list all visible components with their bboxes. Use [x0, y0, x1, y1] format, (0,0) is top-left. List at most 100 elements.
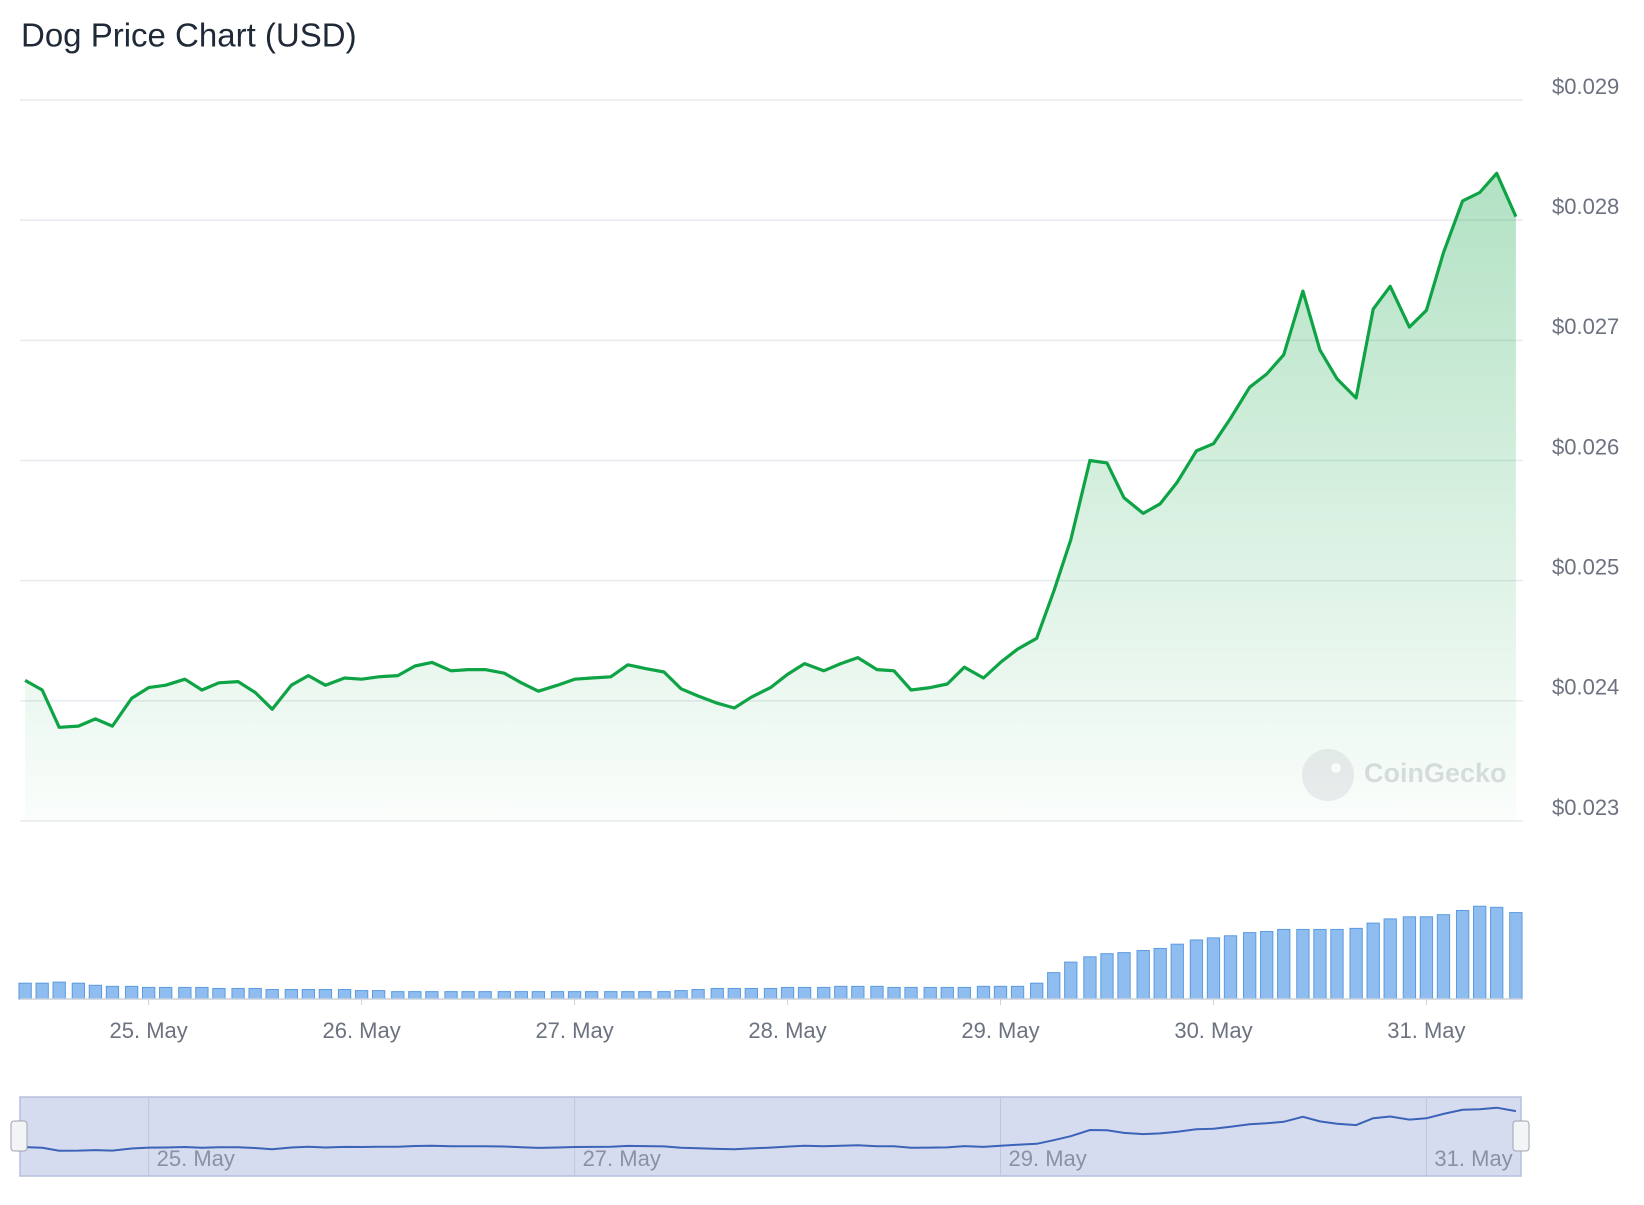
navigator-tick-label: 25. May: [157, 1146, 235, 1171]
volume-bar: [1030, 982, 1044, 1000]
y-tick-label: $0.029: [1552, 74, 1619, 99]
volume-bar: [425, 991, 439, 1000]
volume-bar: [1153, 947, 1167, 1000]
volume-bar: [141, 986, 156, 1000]
volume-bar: [1490, 906, 1504, 1000]
volume-bar: [1047, 972, 1061, 1000]
volume-bar: [976, 985, 991, 1000]
volume-bar: [710, 987, 724, 1000]
y-tick-label: $0.026: [1552, 434, 1619, 459]
volume-bar: [71, 982, 86, 1000]
volume-bar: [870, 985, 884, 1000]
navigator-tick-label: 27. May: [583, 1146, 661, 1171]
volume-bar: [391, 991, 405, 1000]
y-tick-label: $0.027: [1552, 314, 1619, 339]
volume-bar: [514, 991, 528, 1000]
volume-bar: [674, 990, 688, 1000]
volume-bar: [301, 989, 316, 1000]
volume-bar: [1277, 928, 1291, 1000]
navigator-handle-right[interactable]: [1512, 1120, 1530, 1152]
volume-bar: [337, 989, 352, 1000]
volume-bar: [159, 986, 173, 1000]
volume-bar: [763, 987, 778, 1000]
volume-bar: [497, 991, 511, 1000]
volume-bar: [1473, 905, 1487, 1000]
x-tick-label: 26. May: [322, 1018, 400, 1043]
volume-bar: [1243, 932, 1257, 1000]
x-tick-label: 29. May: [961, 1018, 1039, 1043]
volume-bar: [318, 989, 333, 1000]
volume-bar: [1330, 928, 1344, 1000]
volume-bar: [1455, 909, 1470, 1000]
volume-bar: [35, 982, 49, 1000]
volume-bar: [1436, 914, 1451, 1000]
volume-bar: [657, 991, 671, 1000]
volume-bar: [780, 986, 795, 1000]
volume-bar: [923, 986, 937, 1000]
volume-bar: [354, 990, 369, 1000]
navigator-handle-left[interactable]: [10, 1120, 28, 1152]
volume-bar: [371, 990, 386, 1000]
navigator-tick-label: 29. May: [1009, 1146, 1087, 1171]
volume-bar: [834, 985, 848, 1000]
volume-bar: [1170, 943, 1184, 1000]
volume-bar: [851, 985, 865, 1000]
volume-bar: [1223, 935, 1238, 1000]
volume-bar: [1010, 985, 1025, 1000]
volume-bar: [18, 982, 32, 1000]
x-tick-label: 27. May: [535, 1018, 613, 1043]
volume-bar: [1313, 928, 1327, 1000]
volume-bar: [105, 985, 120, 1000]
volume-bar: [957, 986, 971, 1000]
volume-bar: [744, 987, 758, 1000]
volume-bar: [478, 991, 492, 1000]
volume-bar: [550, 991, 565, 1000]
volume-bar: [604, 991, 618, 1000]
volume-bar: [567, 991, 582, 1000]
volume-bar: [797, 986, 812, 1000]
volume-bar: [887, 986, 901, 1000]
volume-bar: [727, 987, 741, 1000]
volume-bar: [817, 986, 831, 1000]
volume-bar: [1206, 937, 1221, 1000]
volume-bar: [1117, 952, 1131, 1000]
volume-bar: [1136, 950, 1150, 1000]
volume-bar: [904, 986, 918, 1000]
volume-bar: [212, 987, 226, 1000]
volume-bar: [265, 989, 279, 1000]
x-tick-label: 25. May: [110, 1018, 188, 1043]
volume-bar: [638, 991, 652, 1000]
volume-bar: [461, 991, 475, 1000]
y-tick-label: $0.025: [1552, 554, 1619, 579]
volume-bar: [1100, 953, 1114, 1000]
volume-bar: [52, 981, 66, 1000]
volume-bar: [1064, 961, 1078, 1000]
navigator[interactable]: [19, 1096, 1522, 1177]
volume-bar: [444, 991, 458, 1000]
watermark: CoinGecko: [1302, 749, 1507, 801]
volume-bar: [1402, 916, 1417, 1000]
volume-bar: [1383, 918, 1397, 1000]
x-tick-label: 31. May: [1387, 1018, 1465, 1043]
area: [25, 173, 1516, 822]
x-tick-label: 28. May: [748, 1018, 826, 1043]
volume-bar: [993, 985, 1008, 1000]
volume-bar: [178, 986, 192, 1000]
navigator-line: [25, 1106, 1517, 1152]
y-tick-label: $0.023: [1552, 795, 1619, 820]
volume-bar: [1260, 931, 1274, 1000]
volume-bar: [1083, 956, 1097, 1000]
volume-bar: [1366, 922, 1380, 1000]
volume-bar: [284, 989, 298, 1000]
x-tick-label: 30. May: [1174, 1018, 1252, 1043]
chart-title: Dog Price Chart (USD): [21, 17, 357, 54]
y-tick-label: $0.028: [1552, 194, 1619, 219]
volume-bar: [1189, 939, 1204, 1000]
volume-bar: [940, 986, 954, 1000]
volume-bar: [531, 991, 546, 1000]
volume-bar: [408, 991, 422, 1000]
volume-bar: [584, 991, 599, 1000]
volume-bar: [621, 991, 635, 1000]
